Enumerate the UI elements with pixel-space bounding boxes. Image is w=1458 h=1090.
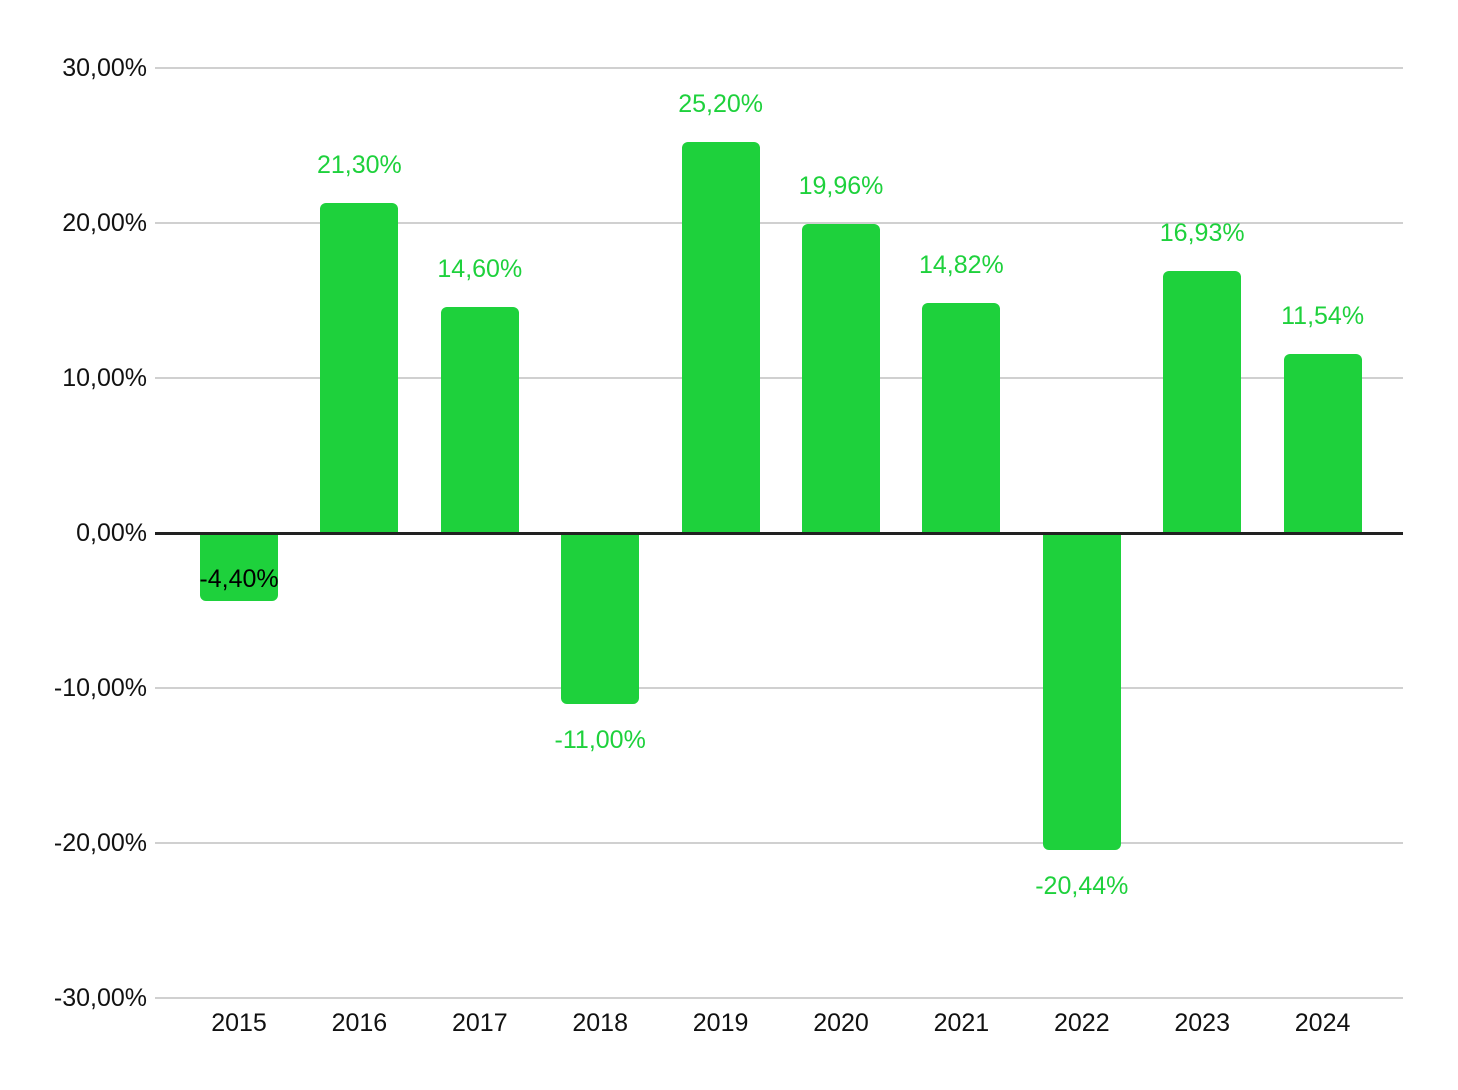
y-axis-tick-label: 30,00% xyxy=(62,54,147,82)
bar-2017 xyxy=(440,306,519,533)
y-gridline xyxy=(155,687,1403,689)
x-axis-label-2021: 2021 xyxy=(933,1009,990,1037)
bar-value-label: 14,60% xyxy=(437,254,523,283)
y-axis-tick-label: 20,00% xyxy=(62,209,147,237)
bar-2020 xyxy=(802,223,880,533)
y-gridline xyxy=(155,222,1403,224)
x-axis-label-2019: 2019 xyxy=(692,1009,749,1037)
x-axis-label-2016: 2016 xyxy=(331,1009,388,1037)
bar-value-label: -4,40% xyxy=(199,565,279,594)
x-axis-label-2023: 2023 xyxy=(1174,1009,1230,1037)
bar-value-label: 11,54% xyxy=(1281,302,1365,331)
bar-value-label: -11,00% xyxy=(554,725,646,754)
y-axis-tick-label: -10,00% xyxy=(53,674,147,702)
zero-axis-line xyxy=(155,532,1403,535)
y-gridline xyxy=(155,67,1403,69)
x-axis-label-2018: 2018 xyxy=(572,1009,628,1037)
bar-value-label: 21,30% xyxy=(316,150,402,179)
bar-2021 xyxy=(922,303,1001,533)
y-axis-tick-label: 10,00% xyxy=(62,364,147,392)
y-axis-tick-label: -30,00% xyxy=(53,984,147,1012)
bar-value-label: 16,93% xyxy=(1159,218,1245,247)
y-axis-tick-label: -20,00% xyxy=(53,829,147,857)
x-axis-label-2020: 2020 xyxy=(813,1009,869,1037)
bar-2019 xyxy=(681,142,760,533)
bar-2015 xyxy=(200,533,278,602)
bar-value-label: 14,82% xyxy=(918,251,1004,280)
bar-2022 xyxy=(1042,533,1121,850)
y-gridline xyxy=(155,842,1403,844)
bar-2016 xyxy=(320,202,399,533)
bar-2024 xyxy=(1283,354,1362,533)
x-axis-label-2017: 2017 xyxy=(451,1009,508,1037)
y-axis-tick-label: 0,00% xyxy=(76,519,147,547)
bar-2018 xyxy=(561,533,640,704)
y-gridline xyxy=(155,997,1403,999)
bar-value-label: 25,20% xyxy=(678,90,763,119)
bar-value-label: -20,44% xyxy=(1035,871,1129,900)
x-axis-label-2015: 2015 xyxy=(211,1009,267,1037)
x-axis-label-2022: 2022 xyxy=(1053,1009,1110,1037)
bar-value-label: 19,96% xyxy=(798,171,884,200)
bar-2023 xyxy=(1163,270,1242,533)
x-axis-label-2024: 2024 xyxy=(1294,1009,1351,1037)
y-gridline xyxy=(155,377,1403,379)
